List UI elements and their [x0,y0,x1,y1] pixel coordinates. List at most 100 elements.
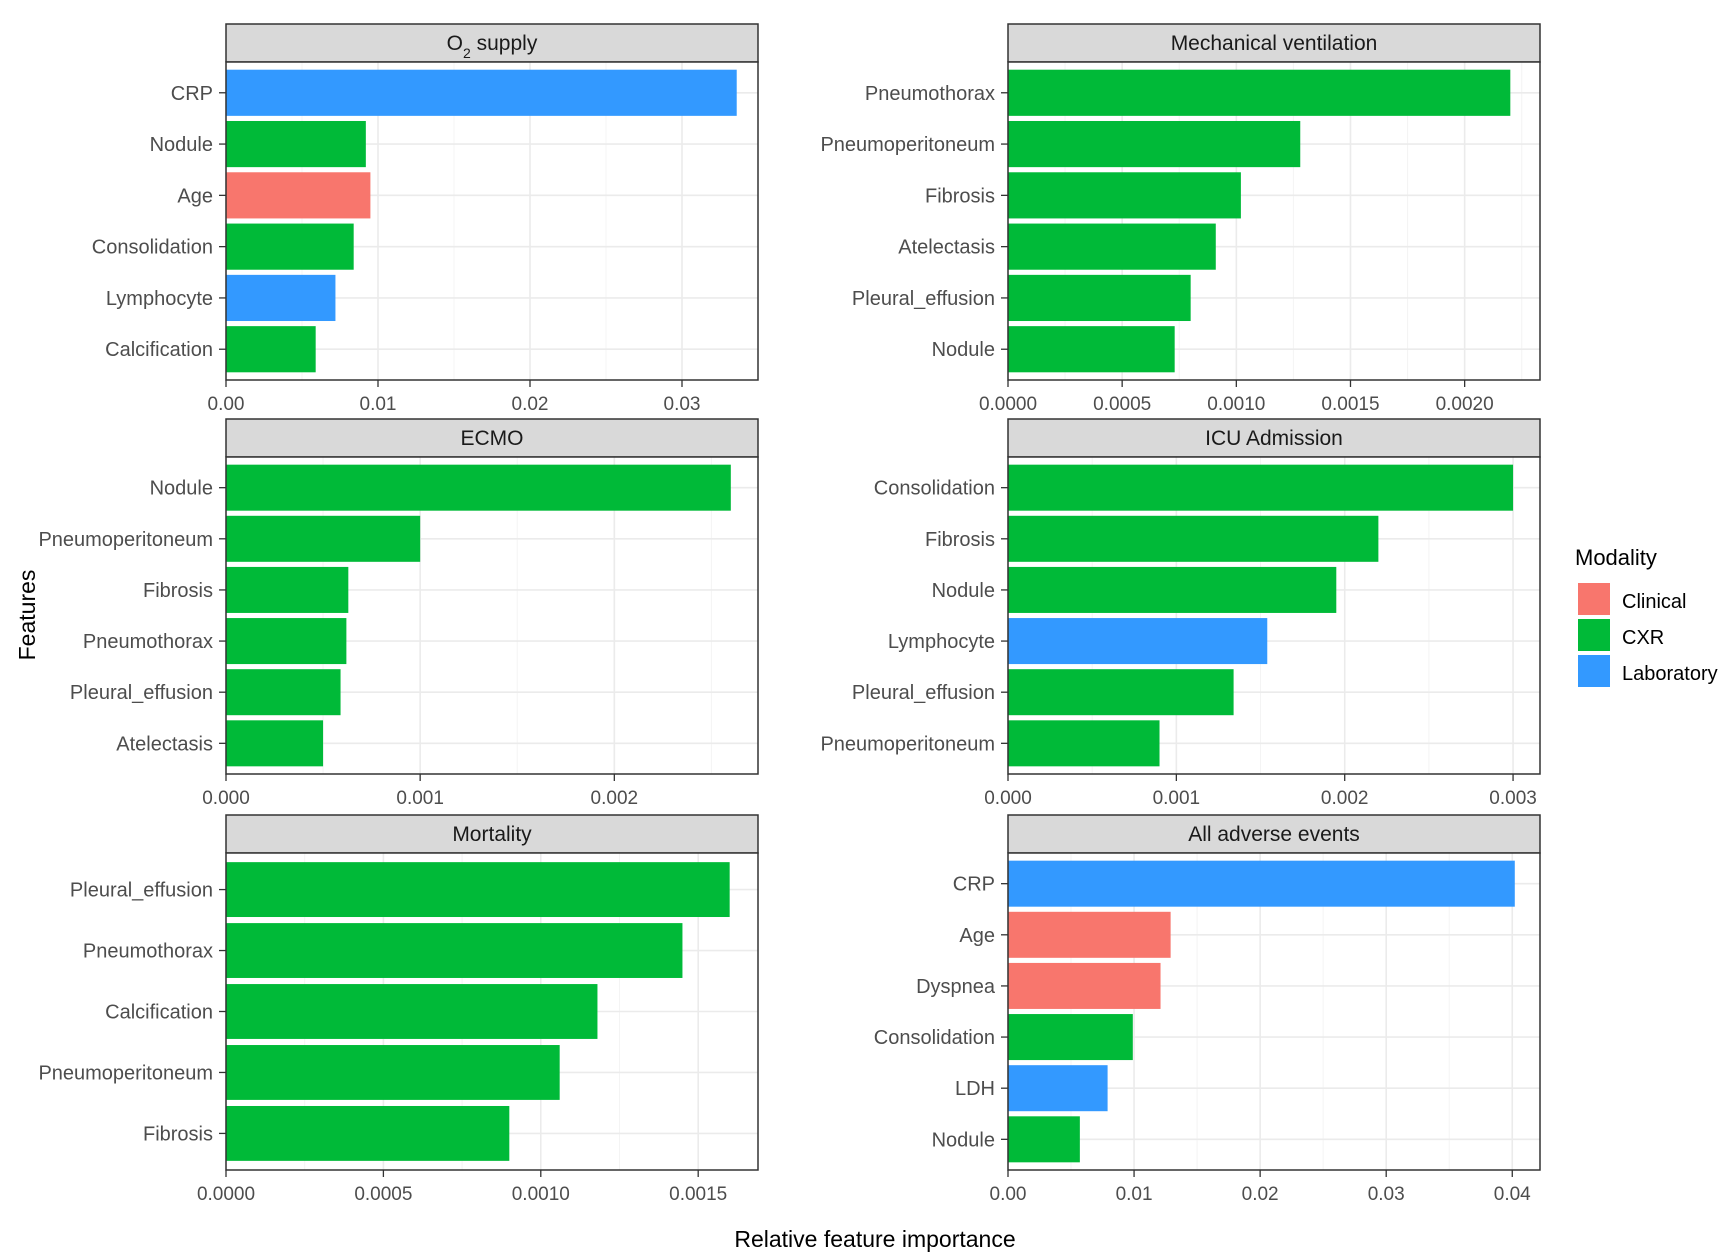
legend-swatch-clinical [1578,583,1610,615]
panel-6: All adverse events 0.00 0.01 0.02 0.03 0.04 CR… [874,814,1541,1205]
x-tick-label: 0.0020 [1436,394,1494,415]
panel-title: Mortality [452,823,532,846]
y-category-label: Pneumoperitoneum [38,529,213,551]
panel-title-main: O [447,32,463,55]
bar-age [1008,911,1171,958]
bar-consolidation [226,223,354,270]
y-category-label: Consolidation [874,478,995,500]
y-category-label: Pneumothorax [865,83,995,105]
x-tick-label: 0.00 [208,394,245,415]
bar-consolidation [1008,464,1514,511]
x-tick-label: 0.02 [512,394,549,415]
bar-pleural-effusion [226,862,730,918]
panel-title: ICU Admission [1205,427,1343,450]
bar-nodule [1008,326,1175,373]
x-tick-label: 0.0005 [1093,394,1151,415]
panel-border [225,61,759,381]
y-category-label: Calcification [105,339,213,361]
panel-border [225,456,759,775]
y-category-label: Nodule [150,478,213,500]
panel-4: ICU Admission 0.000 0.001 0.002 0.003 Consoli… [820,418,1541,809]
bar-atelectasis [1008,223,1216,270]
panel-2: Mechanical ventilation 0.0000 0.0005 0.0010… [820,23,1541,415]
bar-lymphocyte [1008,618,1268,665]
panel-title-rest: supply [471,32,538,55]
legend-label-cxr: CXR [1622,627,1664,649]
y-category-label: Lymphocyte [888,631,995,653]
panel-border [1007,61,1541,381]
panel-title: Mechanical ventilation [1171,32,1378,55]
y-category-label: LDH [955,1078,995,1100]
y-category-label: Age [959,925,995,947]
y-category-label: Pneumoperitoneum [820,733,995,755]
x-tick-label: 0.003 [1489,788,1537,809]
panel-border [1007,852,1541,1171]
x-tick-label: 0.01 [1116,1184,1153,1205]
panels-layer: O2 supply 0.00 0.01 0.02 0.03 CRP Nodule Age Con… [38,23,1541,1205]
panel-title-subscript: 2 [463,45,471,61]
bar-pneumoperitoneum [226,1045,560,1100]
bar-pneumoperitoneum [1008,120,1301,168]
bar-nodule [226,464,731,511]
bar-ldh [1008,1065,1108,1112]
panel-border [1007,456,1541,775]
bar-pneumoperitoneum [226,515,421,562]
y-category-label: Lymphocyte [106,288,213,310]
bar-dyspnea [1008,962,1161,1009]
bar-pneumothorax [226,923,683,978]
y-category-label: Nodule [932,339,995,361]
legend-swatch-laboratory [1578,655,1610,687]
x-tick-label: 0.03 [664,394,701,415]
x-tick-label: 0.0010 [512,1184,570,1205]
bar-calcification [226,984,598,1039]
panel-strip [225,814,759,854]
panel-title: ECMO [461,427,524,450]
bar-atelectasis [226,720,324,767]
y-category-label: Pleural_effusion [852,682,995,704]
x-tick-label: 0.02 [1242,1184,1279,1205]
y-category-label: Atelectasis [898,237,995,259]
bar-pleural-effusion [1008,274,1191,322]
x-tick-label: 0.002 [591,788,639,809]
panel-strip [225,418,759,458]
y-category-label: Pneumoperitoneum [820,134,995,156]
legend-swatch-cxr [1578,619,1610,651]
bar-fibrosis [226,566,349,613]
bar-consolidation [1008,1014,1133,1061]
legend: Modality Clinical CXR Laboratory [1575,545,1718,687]
y-category-label: Fibrosis [925,529,995,551]
y-category-label: Consolidation [92,237,213,259]
y-category-label: CRP [171,83,213,105]
x-tick-label: 0.03 [1368,1184,1405,1205]
bar-age [226,172,371,219]
x-tick-label: 0.000 [202,788,250,809]
bar-pneumoperitoneum [1008,720,1160,767]
panel-strip [1007,814,1541,854]
y-category-label: Pneumoperitoneum [38,1062,213,1084]
x-tick-label: 0.01 [360,394,397,415]
bar-fibrosis [226,1105,510,1161]
bar-crp [226,69,737,116]
x-tick-label: 0.000 [984,788,1032,809]
panel-3: ECMO 0.000 0.001 0.002 Nodule Pneumoperitoneu… [38,418,759,809]
panel-title: All adverse events [1188,823,1360,846]
y-category-label: Age [177,185,213,207]
panel-strip [1007,23,1541,63]
x-tick-label: 0.001 [1153,788,1201,809]
bar-nodule [1008,1116,1080,1163]
x-axis-title: Relative feature importance [734,1226,1015,1252]
y-category-label: Fibrosis [143,1123,213,1145]
x-tick-label: 0.002 [1321,788,1369,809]
y-category-label: Nodule [150,134,213,156]
y-category-label: Pneumothorax [83,941,213,963]
bar-lymphocyte [226,274,336,322]
bar-nodule [226,120,366,168]
y-category-label: CRP [953,874,995,896]
panel-5: Mortality 0.0000 0.0005 0.0010 0.0015 Pleural… [38,814,759,1205]
y-category-label: Atelectasis [116,733,213,755]
bar-nodule [1008,566,1337,613]
y-category-label: Nodule [932,1129,995,1151]
y-category-label: Fibrosis [925,185,995,207]
legend-title: Modality [1575,545,1657,570]
